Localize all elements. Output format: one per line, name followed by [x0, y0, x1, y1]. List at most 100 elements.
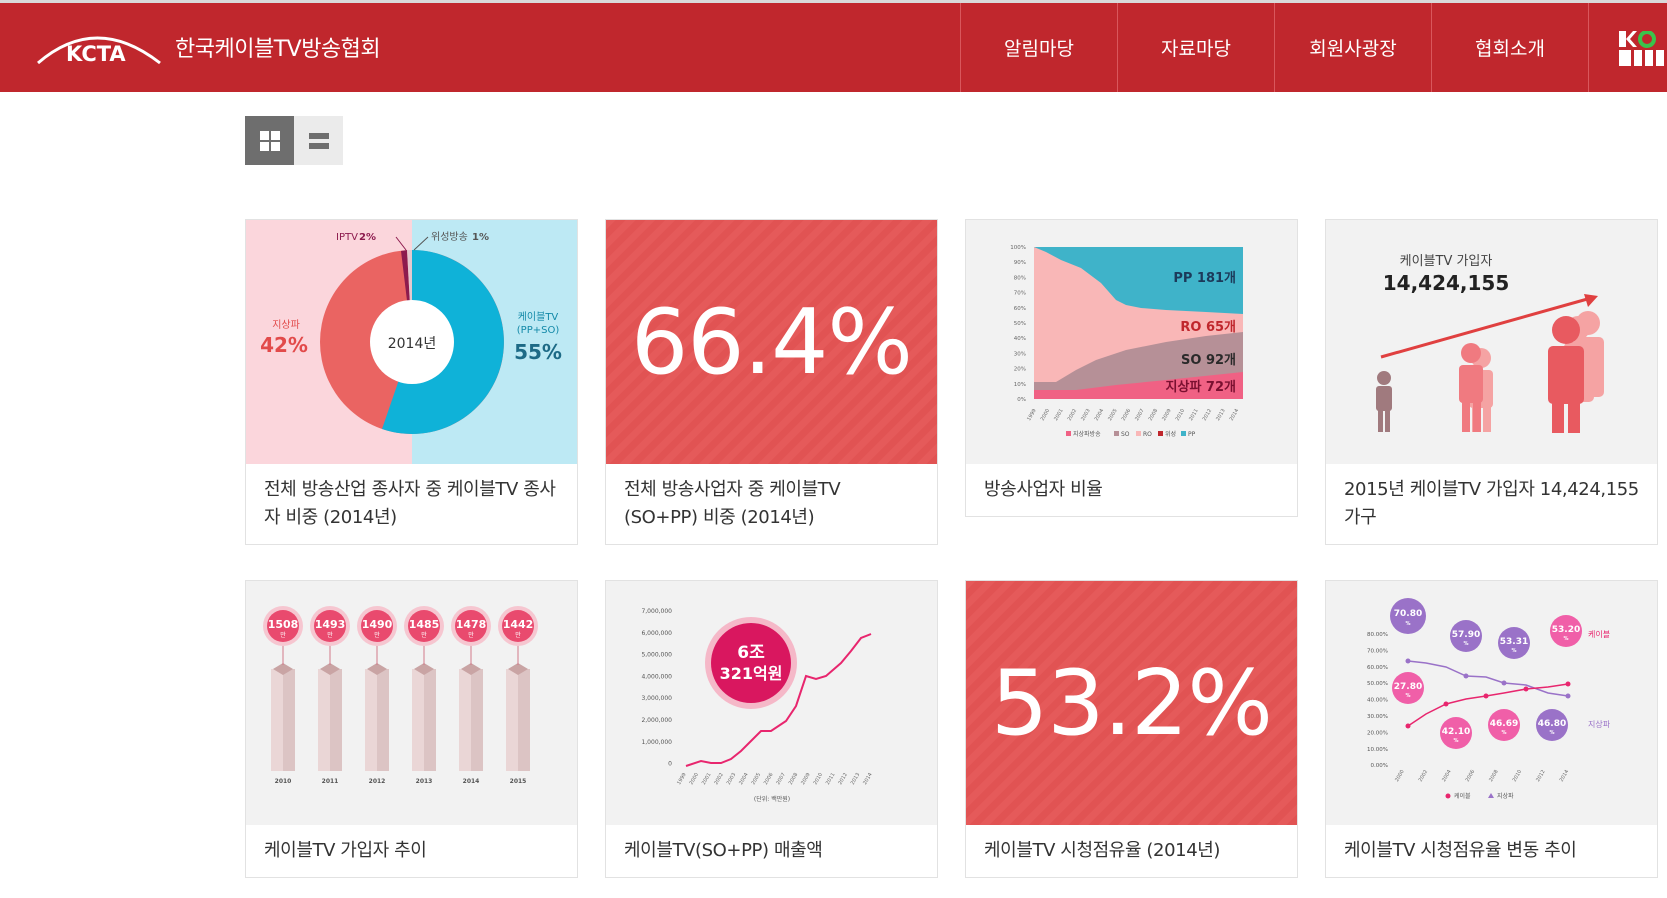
revenue-y-tick: 0: [668, 761, 672, 768]
partner-logo-link[interactable]: [1588, 3, 1667, 92]
subscriber-unit: 만: [280, 631, 286, 639]
revenue-x-tick: 2002: [713, 772, 725, 786]
area-y-tick: 100%: [1010, 245, 1026, 251]
area-label-so: SO 92개: [1181, 353, 1236, 368]
legend-terrestrial: 지상파방송: [1073, 430, 1101, 438]
revenue-y-tick: 2,000,000: [641, 717, 672, 724]
area-y-tick: 80%: [1014, 275, 1026, 281]
area-y-tick: 30%: [1014, 351, 1026, 357]
revenue-y-tick: 3,000,000: [641, 695, 672, 702]
person-icon-small: [1376, 371, 1392, 432]
subscriber-value: 1490: [362, 618, 393, 631]
subscriber-value: 1442: [503, 618, 534, 631]
card-thumbnail: 2014년 IPTV 2% 위성방송 1% 지상파 42% 케이블TV (PP+…: [246, 220, 577, 464]
legend-pp: PP: [1188, 431, 1196, 438]
area-y-tick: 10%: [1014, 382, 1026, 388]
share-x-tick: 2006: [1465, 769, 1477, 783]
area-x-tick: 2009: [1161, 408, 1173, 422]
satellite-pct: 1%: [472, 232, 489, 243]
card-viewing-share-trend[interactable]: 80.00% 70.00% 60.00% 50.00% 40.00% 30.00% 20.0…: [1325, 580, 1658, 878]
area-x-tick: 2014: [1229, 408, 1241, 422]
satellite-label: 위성방송: [431, 230, 468, 243]
subscriber-bubble: [408, 610, 440, 642]
area-label-terrestrial: 지상파 72개: [1166, 380, 1236, 395]
area-y-tick: 50%: [1014, 321, 1026, 327]
share-x-tick: 2008: [1488, 769, 1500, 783]
revenue-chart: 7,000,000 6,000,000 5,000,000 4,000,000 3,00…: [641, 608, 873, 803]
svg-text:%: %: [1463, 641, 1468, 647]
area-y-tick: 60%: [1014, 306, 1026, 312]
nav-members[interactable]: 회원사광장: [1274, 3, 1431, 92]
card-subscriber-trend[interactable]: 1508 만 2010 1493 만 2011 1490 만 2012 1485 만 2013 1478…: [245, 580, 578, 878]
area-x-tick: 1999: [1026, 408, 1038, 422]
area-label-ro: RO 65개: [1180, 320, 1236, 335]
cable-label: 케이블TV: [518, 311, 559, 323]
site-title[interactable]: 한국케이블TV방송협회: [175, 37, 381, 62]
iptv-pct: 2%: [359, 232, 376, 243]
subscriber-year: 2013: [416, 778, 433, 785]
revenue-x-tick: 2012: [837, 772, 849, 786]
card-operator-share[interactable]: 66.4% 전체 방송사업자 중 케이블TV (SO+PP) 비중 (2014년…: [605, 219, 938, 545]
area-x-tick: 2013: [1215, 408, 1227, 422]
share-x-tick: 2002: [1418, 769, 1430, 783]
grid-view-button[interactable]: [245, 116, 294, 165]
subscriber-unit: 만: [421, 631, 427, 639]
donut-center-label: 2014년: [388, 336, 437, 352]
revenue-badge-line1: 6조: [737, 643, 765, 663]
area-x-tick: 2006: [1121, 408, 1133, 422]
card-operator-ratio[interactable]: 100% 90% 80% 70% 60% 50% 40% 30% 20% 10% 0% PP 181…: [965, 219, 1298, 517]
partner-logo-icon: [1619, 31, 1664, 66]
grid-icon: [259, 130, 280, 151]
card-viewing-share[interactable]: 53.2% 케이블TV 시청점유율 (2014년): [965, 580, 1298, 878]
area-x-tick: 2008: [1148, 408, 1160, 422]
legend-terrestrial: 지상파: [1497, 792, 1514, 800]
cable-series-label: 케이블: [1588, 629, 1610, 639]
view-toggle: [245, 116, 343, 165]
list-view-button[interactable]: [294, 116, 343, 165]
revenue-x-tick: 2006: [763, 772, 775, 786]
area-x-tick: 2000: [1040, 408, 1052, 422]
card-caption: 케이블TV 시청점유율 변동 추이: [1344, 840, 1577, 861]
bubble-cable-3: 53.31: [1500, 637, 1528, 647]
revenue-x-tick: 2011: [825, 772, 837, 786]
legend-so: SO: [1121, 431, 1130, 438]
area-x-tick: 2012: [1202, 408, 1214, 422]
card-thumbnail: 53.2%: [966, 581, 1297, 825]
iptv-label: IPTV: [336, 232, 358, 243]
area-x-tick: 2005: [1107, 408, 1119, 422]
nav-about[interactable]: 협회소개: [1431, 3, 1588, 92]
card-revenue[interactable]: 7,000,000 6,000,000 5,000,000 4,000,000 3,00…: [605, 580, 938, 878]
subscriber-trend-chart: 1508만20101493만20111490만20121485만20131478…: [263, 606, 538, 785]
legend-satellite: 위성: [1165, 430, 1176, 438]
card-subscribers-2015[interactable]: 케이블TV 가입자 14,424,155 2015년 케이블TV 가입자 14,…: [1325, 219, 1658, 545]
bubble-terrestrial-4: 46.80: [1538, 719, 1566, 729]
subscriber-bubble: [455, 610, 487, 642]
share-y-tick: 70.00%: [1367, 648, 1388, 654]
subscriber-bubble: [361, 610, 393, 642]
revenue-x-tick: 2000: [689, 772, 701, 786]
share-x-tick: 2004: [1441, 769, 1453, 783]
subscriber-bubble: [502, 610, 534, 642]
svg-text:%: %: [1501, 730, 1506, 736]
revenue-x-tick: 2007: [775, 772, 787, 786]
revenue-y-tick: 1,000,000: [641, 739, 672, 746]
nav-notice[interactable]: 알림마당: [960, 3, 1117, 92]
revenue-line: [685, 633, 872, 767]
card-employee-share[interactable]: 2014년 IPTV 2% 위성방송 1% 지상파 42% 케이블TV (PP+…: [245, 219, 578, 545]
bubble-cable-1: 70.80: [1394, 609, 1422, 619]
revenue-x-tick: 1999: [676, 772, 688, 786]
card-caption: 방송사업자 비율: [984, 479, 1103, 500]
kcta-logo[interactable]: KCTA: [36, 23, 168, 69]
revenue-x-tick: 2005: [751, 772, 763, 786]
card-caption: 전체 방송산업 종사자 중 케이블TV 종사자 비중 (2014년): [264, 479, 556, 528]
card-thumbnail: 100% 90% 80% 70% 60% 50% 40% 30% 20% 10% 0% PP 181…: [966, 220, 1297, 464]
nav-resources[interactable]: 자료마당: [1117, 3, 1274, 92]
area-y-tick: 0%: [1017, 397, 1026, 403]
card-thumbnail: 1508 만 2010 1493 만 2011 1490 만 2012 1485 만 2013 1478…: [246, 581, 577, 825]
revenue-badge: [711, 623, 791, 703]
share-y-tick: 60.00%: [1367, 665, 1388, 671]
bubble-cable-4: 53.20: [1552, 625, 1580, 635]
revenue-x-tick: 2008: [788, 772, 800, 786]
